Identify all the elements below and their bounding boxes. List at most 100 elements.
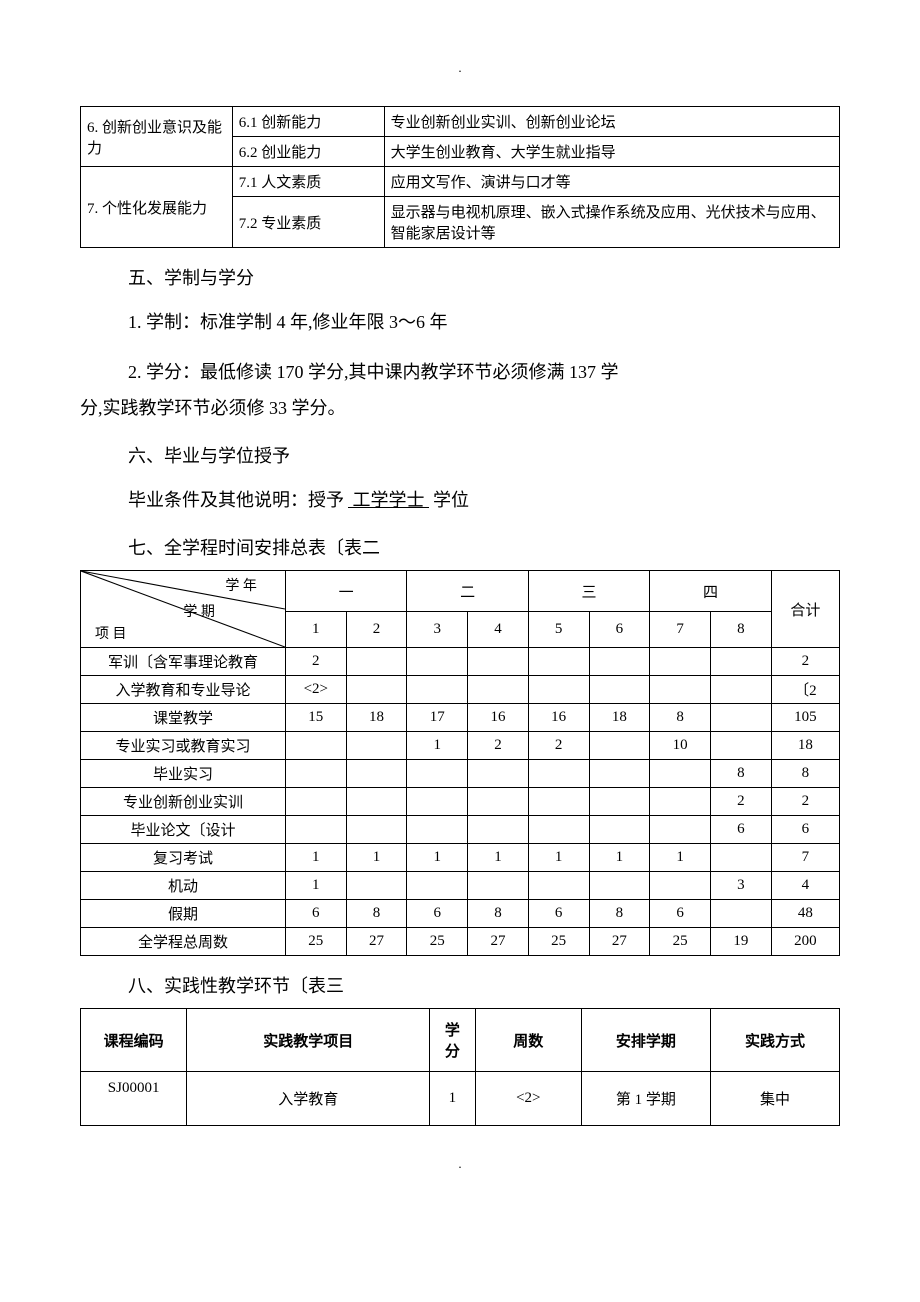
schedule-row-label: 毕业实习 (81, 760, 286, 788)
sem-header: 5 (528, 612, 589, 648)
schedule-cell (710, 648, 771, 676)
section-6-post: 学位 (433, 490, 469, 510)
section-6-p: 毕业条件及其他说明：授予 工学学士 学位 (128, 482, 840, 518)
t1-course: 大学生创业教育、大学生就业指导 (384, 137, 839, 167)
schedule-row-label: 复习考试 (81, 844, 286, 872)
schedule-cell (710, 900, 771, 928)
practice-cell: <2> (475, 1072, 581, 1126)
schedule-cell: 25 (407, 928, 468, 956)
schedule-cell (528, 760, 589, 788)
schedule-cell (528, 648, 589, 676)
schedule-cell (346, 648, 407, 676)
schedule-cell (528, 872, 589, 900)
schedule-total: 8 (771, 760, 839, 788)
schedule-cell: 18 (346, 704, 407, 732)
schedule-cell: 25 (528, 928, 589, 956)
sem-header: 6 (589, 612, 650, 648)
schedule-cell (650, 648, 711, 676)
schedule-cell: 2 (710, 788, 771, 816)
t1-course: 应用文写作、演讲与口才等 (384, 167, 839, 197)
sem-header: 1 (285, 612, 346, 648)
schedule-total: 105 (771, 704, 839, 732)
schedule-cell: 2 (285, 648, 346, 676)
schedule-total: 2 (771, 788, 839, 816)
schedule-cell (285, 732, 346, 760)
year-header-3: 三 (528, 571, 649, 612)
schedule-cell: 18 (589, 704, 650, 732)
schedule-row-label: 专业创新创业实训 (81, 788, 286, 816)
schedule-cell: 8 (589, 900, 650, 928)
schedule-cell (346, 732, 407, 760)
schedule-cell: 17 (407, 704, 468, 732)
schedule-cell (346, 872, 407, 900)
schedule-cell: 1 (528, 844, 589, 872)
schedule-row-label: 课堂教学 (81, 704, 286, 732)
schedule-cell: 10 (650, 732, 711, 760)
schedule-cell (407, 676, 468, 704)
t1-sub: 6.2 创业能力 (232, 137, 384, 167)
ability-table: 6. 创新创业意识及能力6.1 创新能力专业创新创业实训、创新创业论坛6.2 创… (80, 106, 840, 248)
diag-year-label: 学 年 (225, 575, 257, 595)
t1-sub: 6.1 创新能力 (232, 107, 384, 137)
year-header-2: 二 (407, 571, 528, 612)
practice-header: 学分 (430, 1009, 476, 1072)
page-top-dot: . (80, 60, 840, 76)
section-6-title: 六、毕业与学位授予 (128, 442, 840, 468)
sem-header: 4 (468, 612, 529, 648)
schedule-cell (589, 676, 650, 704)
sem-header: 3 (407, 612, 468, 648)
schedule-cell (407, 872, 468, 900)
schedule-cell (468, 872, 529, 900)
schedule-cell: 16 (468, 704, 529, 732)
schedule-cell (710, 704, 771, 732)
practice-header: 实践教学项目 (187, 1009, 430, 1072)
schedule-cell (407, 648, 468, 676)
practice-cell: 1 (430, 1072, 476, 1126)
schedule-cell (710, 844, 771, 872)
schedule-cell (285, 760, 346, 788)
t1-course: 专业创新创业实训、创新创业论坛 (384, 107, 839, 137)
schedule-total: 48 (771, 900, 839, 928)
schedule-cell (650, 760, 711, 788)
t1-cat-7: 7. 个性化发展能力 (81, 167, 233, 248)
schedule-cell (468, 760, 529, 788)
schedule-cell (589, 732, 650, 760)
practice-header: 安排学期 (581, 1009, 710, 1072)
schedule-total: 6 (771, 816, 839, 844)
schedule-cell (589, 760, 650, 788)
schedule-cell (710, 676, 771, 704)
sem-header: 7 (650, 612, 711, 648)
section-5-p2b: 分,实践教学环节必须修 33 学分。 (80, 390, 346, 426)
schedule-row-label: 假期 (81, 900, 286, 928)
t1-sub: 7.1 人文素质 (232, 167, 384, 197)
page-bottom-dot: . (80, 1156, 840, 1172)
schedule-cell (346, 788, 407, 816)
schedule-cell: 1 (589, 844, 650, 872)
schedule-cell (407, 788, 468, 816)
practice-cell: 入学教育 (187, 1072, 430, 1126)
section-5-p2a: 2. 学分：最低修读 170 学分,其中课内教学环节必须修满 137 学 (128, 362, 619, 382)
diag-item-label: 项 目 (95, 623, 127, 643)
schedule-cell: 25 (285, 928, 346, 956)
schedule-total: 2 (771, 648, 839, 676)
schedule-cell (346, 676, 407, 704)
schedule-cell (346, 816, 407, 844)
schedule-cell (650, 788, 711, 816)
section-7-title: 七、全学程时间安排总表〔表二 (128, 534, 840, 560)
schedule-cell: 2 (528, 732, 589, 760)
schedule-cell: 16 (528, 704, 589, 732)
degree-name: 工学学士 (344, 490, 433, 510)
schedule-cell (528, 816, 589, 844)
schedule-cell: <2> (285, 676, 346, 704)
schedule-cell: 2 (468, 732, 529, 760)
schedule-cell: 6 (407, 900, 468, 928)
schedule-cell (346, 760, 407, 788)
schedule-total: 18 (771, 732, 839, 760)
practice-header: 课程编码 (81, 1009, 187, 1072)
diag-sem-label: 学 期 (183, 601, 215, 621)
schedule-row-label: 全学程总周数 (81, 928, 286, 956)
schedule-cell (589, 872, 650, 900)
practice-header: 实践方式 (710, 1009, 839, 1072)
schedule-total: 〔2 (771, 676, 839, 704)
schedule-cell (650, 676, 711, 704)
